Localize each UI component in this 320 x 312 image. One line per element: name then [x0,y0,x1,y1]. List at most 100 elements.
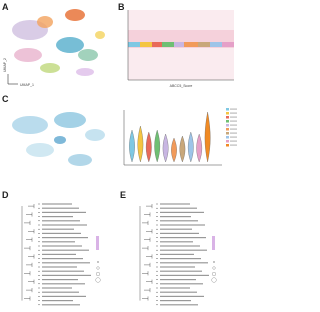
legend-swatch [226,132,229,135]
legend-swatch [226,128,229,131]
legend-swatch [226,112,229,115]
legend-text [230,116,237,118]
term-label [42,283,85,285]
y-axis-label: UMAP_2 [3,58,7,72]
size-key [97,261,99,263]
violin [162,133,169,163]
term-label [160,237,206,239]
legend-text [230,128,237,130]
dendrogram [21,203,101,306]
violin [179,135,186,163]
size-key [95,277,101,283]
term-label [42,287,72,289]
term-label [42,270,84,272]
size-key [212,272,216,276]
panel-label: A [2,2,9,12]
legend-text [230,108,237,110]
term-label [160,232,199,234]
term-label [160,266,195,268]
term-label [42,207,79,209]
term-label [160,295,204,297]
term-label [42,274,91,276]
umap-c [12,112,105,166]
term-label [42,295,86,297]
term-label [42,228,74,230]
term-label [42,245,82,247]
term-label [160,287,190,289]
violin [204,111,211,163]
term-label [160,291,197,293]
legend-swatch [226,108,229,111]
legend-text [230,144,237,146]
term-label [160,228,192,230]
term-label [160,258,201,260]
term-label [42,237,88,239]
term-label [42,262,90,264]
panel-label: B [118,2,125,12]
term-label [160,216,191,218]
term-label [42,291,79,293]
legend-swatch [226,116,229,119]
dendrogram [139,203,217,306]
legend-text [230,136,237,138]
legend-swatch [226,140,229,143]
size-key [96,272,100,276]
term-label [160,262,208,264]
term-label [160,279,196,281]
umap-a [12,9,105,76]
term-label [42,203,72,205]
term-label [42,232,81,234]
term-label [42,249,89,251]
size-key [213,261,215,263]
term-label [160,249,207,251]
term-label [160,241,193,243]
term-label [160,203,190,205]
violin [137,125,144,163]
term-label [160,270,202,272]
legend-text [230,120,237,122]
violin-plot [123,108,237,166]
legend-text [230,132,237,134]
term-label [42,220,80,222]
term-label [160,207,197,209]
x-axis-label: UMAP_1 [20,83,34,87]
color-scale [212,236,215,250]
violin [145,131,152,163]
term-label [42,216,73,218]
violin [196,133,203,163]
term-label [42,224,87,226]
term-label [42,279,78,281]
panel-label: D [2,190,9,200]
term-label [160,224,205,226]
term-label [160,220,198,222]
term-label [160,300,191,302]
legend-swatch [226,124,229,127]
violin [171,137,177,163]
term-label [160,274,209,276]
term-label [160,304,198,306]
size-key [96,266,100,270]
size-key [212,266,216,270]
violin [154,129,161,163]
legend-swatch [226,120,229,123]
term-label [42,241,75,243]
term-label [42,304,80,306]
term-label [160,245,200,247]
panel-label: C [2,94,9,104]
term-label [42,211,86,213]
violin [129,129,135,163]
color-scale [96,236,99,250]
legend-swatch [226,136,229,139]
legend-swatch [226,144,229,147]
term-label [160,211,204,213]
score-strip [128,10,234,80]
legend-text [230,112,237,114]
legend [226,108,237,147]
term-label [42,258,83,260]
term-label [42,253,76,255]
figure: A UMAP_1 UMAP_2 B ABCC5_Score C [2,2,237,306]
term-label [160,253,194,255]
term-label [160,283,203,285]
panel-label: E [120,190,126,200]
legend-text [230,124,237,126]
